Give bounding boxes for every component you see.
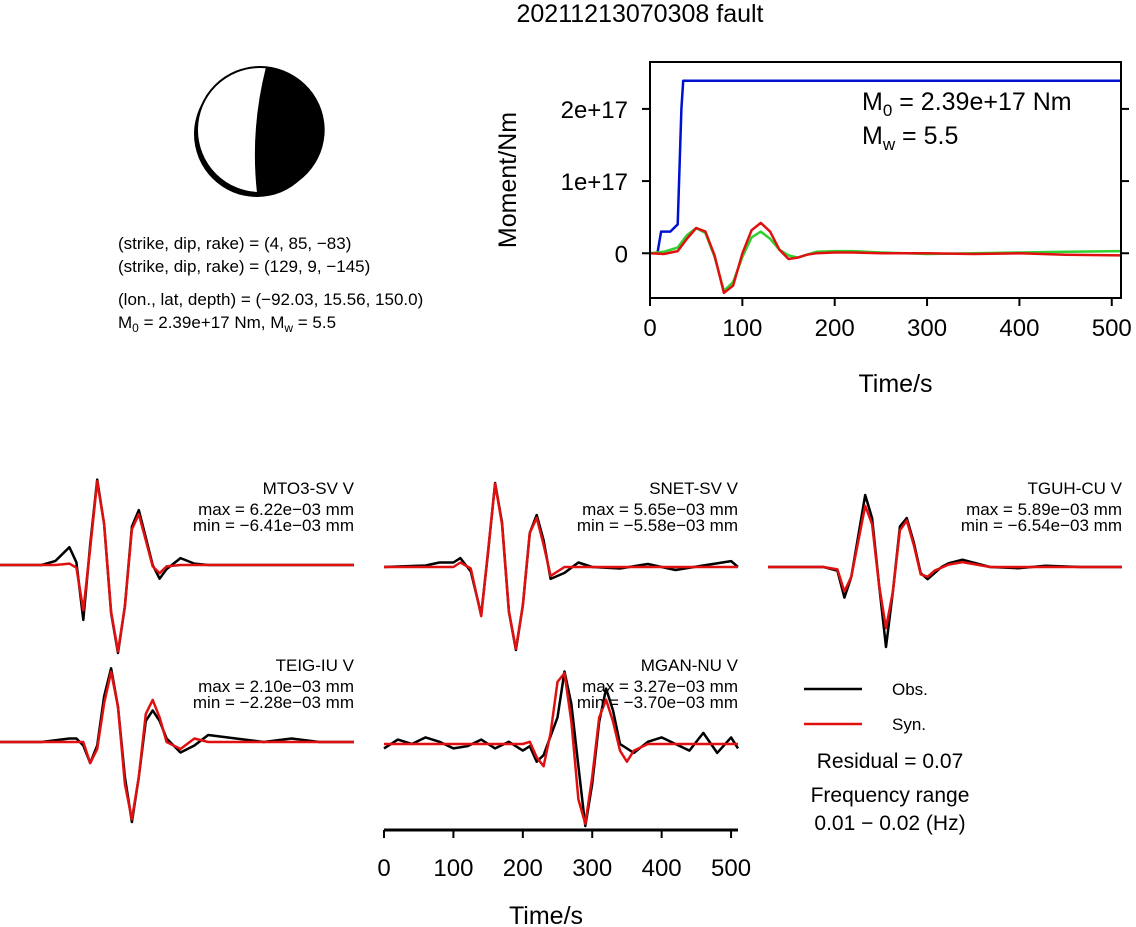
legend-syn-label: Syn. [892,715,926,734]
station-label: SNET-SV V [649,479,738,498]
frequency-value: 0.01 − 0.02 (Hz) [814,812,965,835]
x-axis-label: Time/s [858,370,932,398]
max-label: max = 3.27e−03 mm [582,677,738,696]
x-tick-label: 300 [572,855,612,882]
moment-rate-chart: 0 100 200 300 400 500 0 1e+17 2e+17 Time/s Moment/… [494,61,1132,398]
mw-annotation: Mw = 5.5 [862,122,958,154]
x-tick-label: 300 [907,315,947,342]
station-label: MTO3-SV V [263,479,355,498]
synthetic-trace [384,482,738,651]
x-tick-label: 500 [711,855,751,882]
y-tick-label: 0 [615,241,628,268]
legend: Obs. Syn. [804,680,928,734]
max-label: max = 2.10e−03 mm [198,677,354,696]
x-tick-label: 500 [1092,315,1132,342]
max-label: max = 5.89e−03 mm [966,500,1122,519]
x-tick-label: 200 [815,315,855,342]
min-label: min = −5.58e−03 mm [577,516,738,535]
x-tick-label: 100 [433,855,473,882]
synthetic-trace [0,480,354,653]
x-tick-label: 400 [642,855,682,882]
x-tick-label: 0 [377,855,390,882]
y-axis-label: Moment/Nm [494,112,522,248]
x-tick-label: 200 [503,855,543,882]
max-label: max = 5.65e−03 mm [582,500,738,519]
x-axis-label: Time/s [509,902,583,927]
min-label: min = −2.28e−03 mm [193,693,354,712]
station-label: MGAN-NU V [641,656,739,675]
x-tick-label: 0 [643,315,656,342]
residual-text: Residual = 0.07 [817,750,964,773]
synthetic-trace [384,671,738,826]
location-text: (lon., lat, depth) = (−92.03, 15.56, 150… [118,290,423,309]
plane2-text: (strike, dip, rake) = (129, 9, −145) [118,257,370,276]
min-label: min = −3.70e−03 mm [577,693,738,712]
observed-trace [383,670,740,828]
station-label: TEIG-IU V [276,656,355,675]
min-label: min = −6.54e−03 mm [961,516,1122,535]
frequency-label: Frequency range [811,784,970,807]
plot-frame [649,61,1122,299]
max-label: max = 6.22e−03 mm [198,500,354,519]
moment-summary: M0 = 2.39e+17 Nm, Mw = 5.5 [118,313,336,335]
min-label: min = −6.41e−03 mm [193,516,354,535]
source-info: (strike, dip, rake) = (4, 85, −83) (stri… [118,234,423,335]
x-tick-label: 100 [722,315,762,342]
beachball-icon [194,66,325,197]
series-cumulative_moment [650,79,1121,255]
moment-annotation: M0 = 2.39e+17 Nm Mw = 5.5 [862,88,1072,154]
plane1-text: (strike, dip, rake) = (4, 85, −83) [118,234,351,253]
y-tick-label: 1e+17 [561,169,628,196]
m0-annotation: M0 = 2.39e+17 Nm [862,88,1072,120]
synthetic-trace [0,670,354,821]
x-tick-label: 400 [999,315,1039,342]
series-red [649,221,1122,295]
figure-title: 20211213070308 fault [517,0,764,28]
station-label: TGUH-CU V [1028,479,1123,498]
synthetic-trace [768,504,1122,630]
legend-obs-label: Obs. [892,680,928,699]
y-tick-label: 2e+17 [561,97,628,124]
